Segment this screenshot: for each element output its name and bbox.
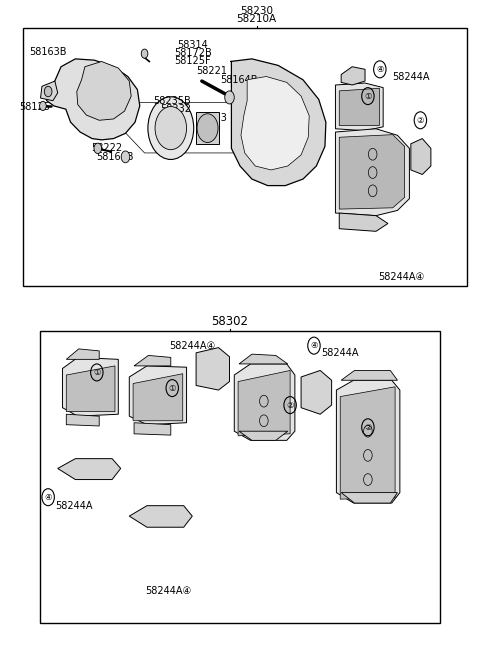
Bar: [39, 331, 441, 623]
Text: 58314: 58314: [177, 40, 208, 50]
Polygon shape: [62, 358, 118, 416]
Polygon shape: [301, 371, 332, 414]
Text: ④: ④: [310, 341, 318, 350]
Text: 58235B: 58235B: [153, 96, 191, 106]
Text: 58221: 58221: [196, 66, 227, 76]
Polygon shape: [40, 81, 58, 100]
Circle shape: [197, 113, 218, 142]
Polygon shape: [341, 67, 365, 85]
Text: 58125F: 58125F: [175, 56, 211, 66]
Polygon shape: [341, 493, 397, 503]
Polygon shape: [339, 213, 388, 232]
Circle shape: [121, 151, 130, 163]
Text: ①: ①: [364, 92, 372, 100]
Polygon shape: [77, 62, 131, 120]
Polygon shape: [336, 129, 409, 216]
Text: 58233: 58233: [196, 113, 227, 123]
Circle shape: [225, 91, 234, 104]
Circle shape: [44, 87, 52, 96]
Polygon shape: [336, 83, 383, 131]
Polygon shape: [133, 374, 183, 420]
Text: 58164B: 58164B: [96, 152, 133, 162]
Polygon shape: [241, 77, 309, 170]
Text: ④: ④: [45, 493, 52, 502]
Text: 58222: 58222: [91, 144, 122, 154]
Polygon shape: [411, 138, 431, 174]
Text: 58244A④: 58244A④: [169, 340, 216, 351]
Text: ①: ①: [168, 384, 176, 392]
Text: 58172B: 58172B: [175, 48, 212, 58]
Text: ①: ①: [93, 368, 101, 377]
Text: 58244A④: 58244A④: [145, 586, 192, 596]
Text: 58163B: 58163B: [29, 47, 67, 57]
Circle shape: [155, 106, 187, 150]
Polygon shape: [341, 371, 397, 380]
Polygon shape: [66, 366, 115, 411]
Polygon shape: [234, 364, 295, 440]
Polygon shape: [239, 354, 288, 364]
Text: 58244A④: 58244A④: [378, 272, 425, 282]
Circle shape: [141, 49, 148, 58]
Text: 58244A: 58244A: [55, 501, 92, 510]
Text: 58244A: 58244A: [321, 348, 359, 358]
Text: ②: ②: [364, 422, 372, 432]
Polygon shape: [66, 349, 99, 359]
Circle shape: [39, 101, 46, 110]
Text: 58244A: 58244A: [392, 72, 429, 82]
Bar: [23, 28, 467, 285]
Polygon shape: [239, 431, 288, 440]
Polygon shape: [336, 380, 400, 503]
Polygon shape: [230, 59, 326, 186]
Polygon shape: [134, 356, 171, 366]
Text: 58210A: 58210A: [237, 14, 277, 24]
Polygon shape: [129, 366, 187, 424]
Polygon shape: [339, 134, 405, 209]
Polygon shape: [58, 459, 120, 480]
Text: 58125: 58125: [20, 102, 50, 112]
Text: 58164B: 58164B: [220, 75, 257, 85]
Text: ④: ④: [376, 65, 384, 74]
Text: 58232: 58232: [160, 104, 192, 114]
Polygon shape: [196, 348, 229, 390]
Polygon shape: [238, 371, 290, 436]
Circle shape: [94, 143, 102, 154]
Text: 58230: 58230: [240, 6, 273, 16]
Polygon shape: [134, 422, 171, 435]
Text: ②: ②: [287, 401, 294, 409]
Polygon shape: [44, 59, 140, 140]
Text: ②: ②: [417, 115, 424, 125]
Polygon shape: [66, 414, 99, 426]
Polygon shape: [339, 89, 379, 125]
Text: 58302: 58302: [211, 315, 248, 328]
Polygon shape: [129, 506, 192, 527]
Circle shape: [148, 96, 194, 159]
Polygon shape: [196, 112, 218, 144]
Polygon shape: [340, 387, 395, 499]
